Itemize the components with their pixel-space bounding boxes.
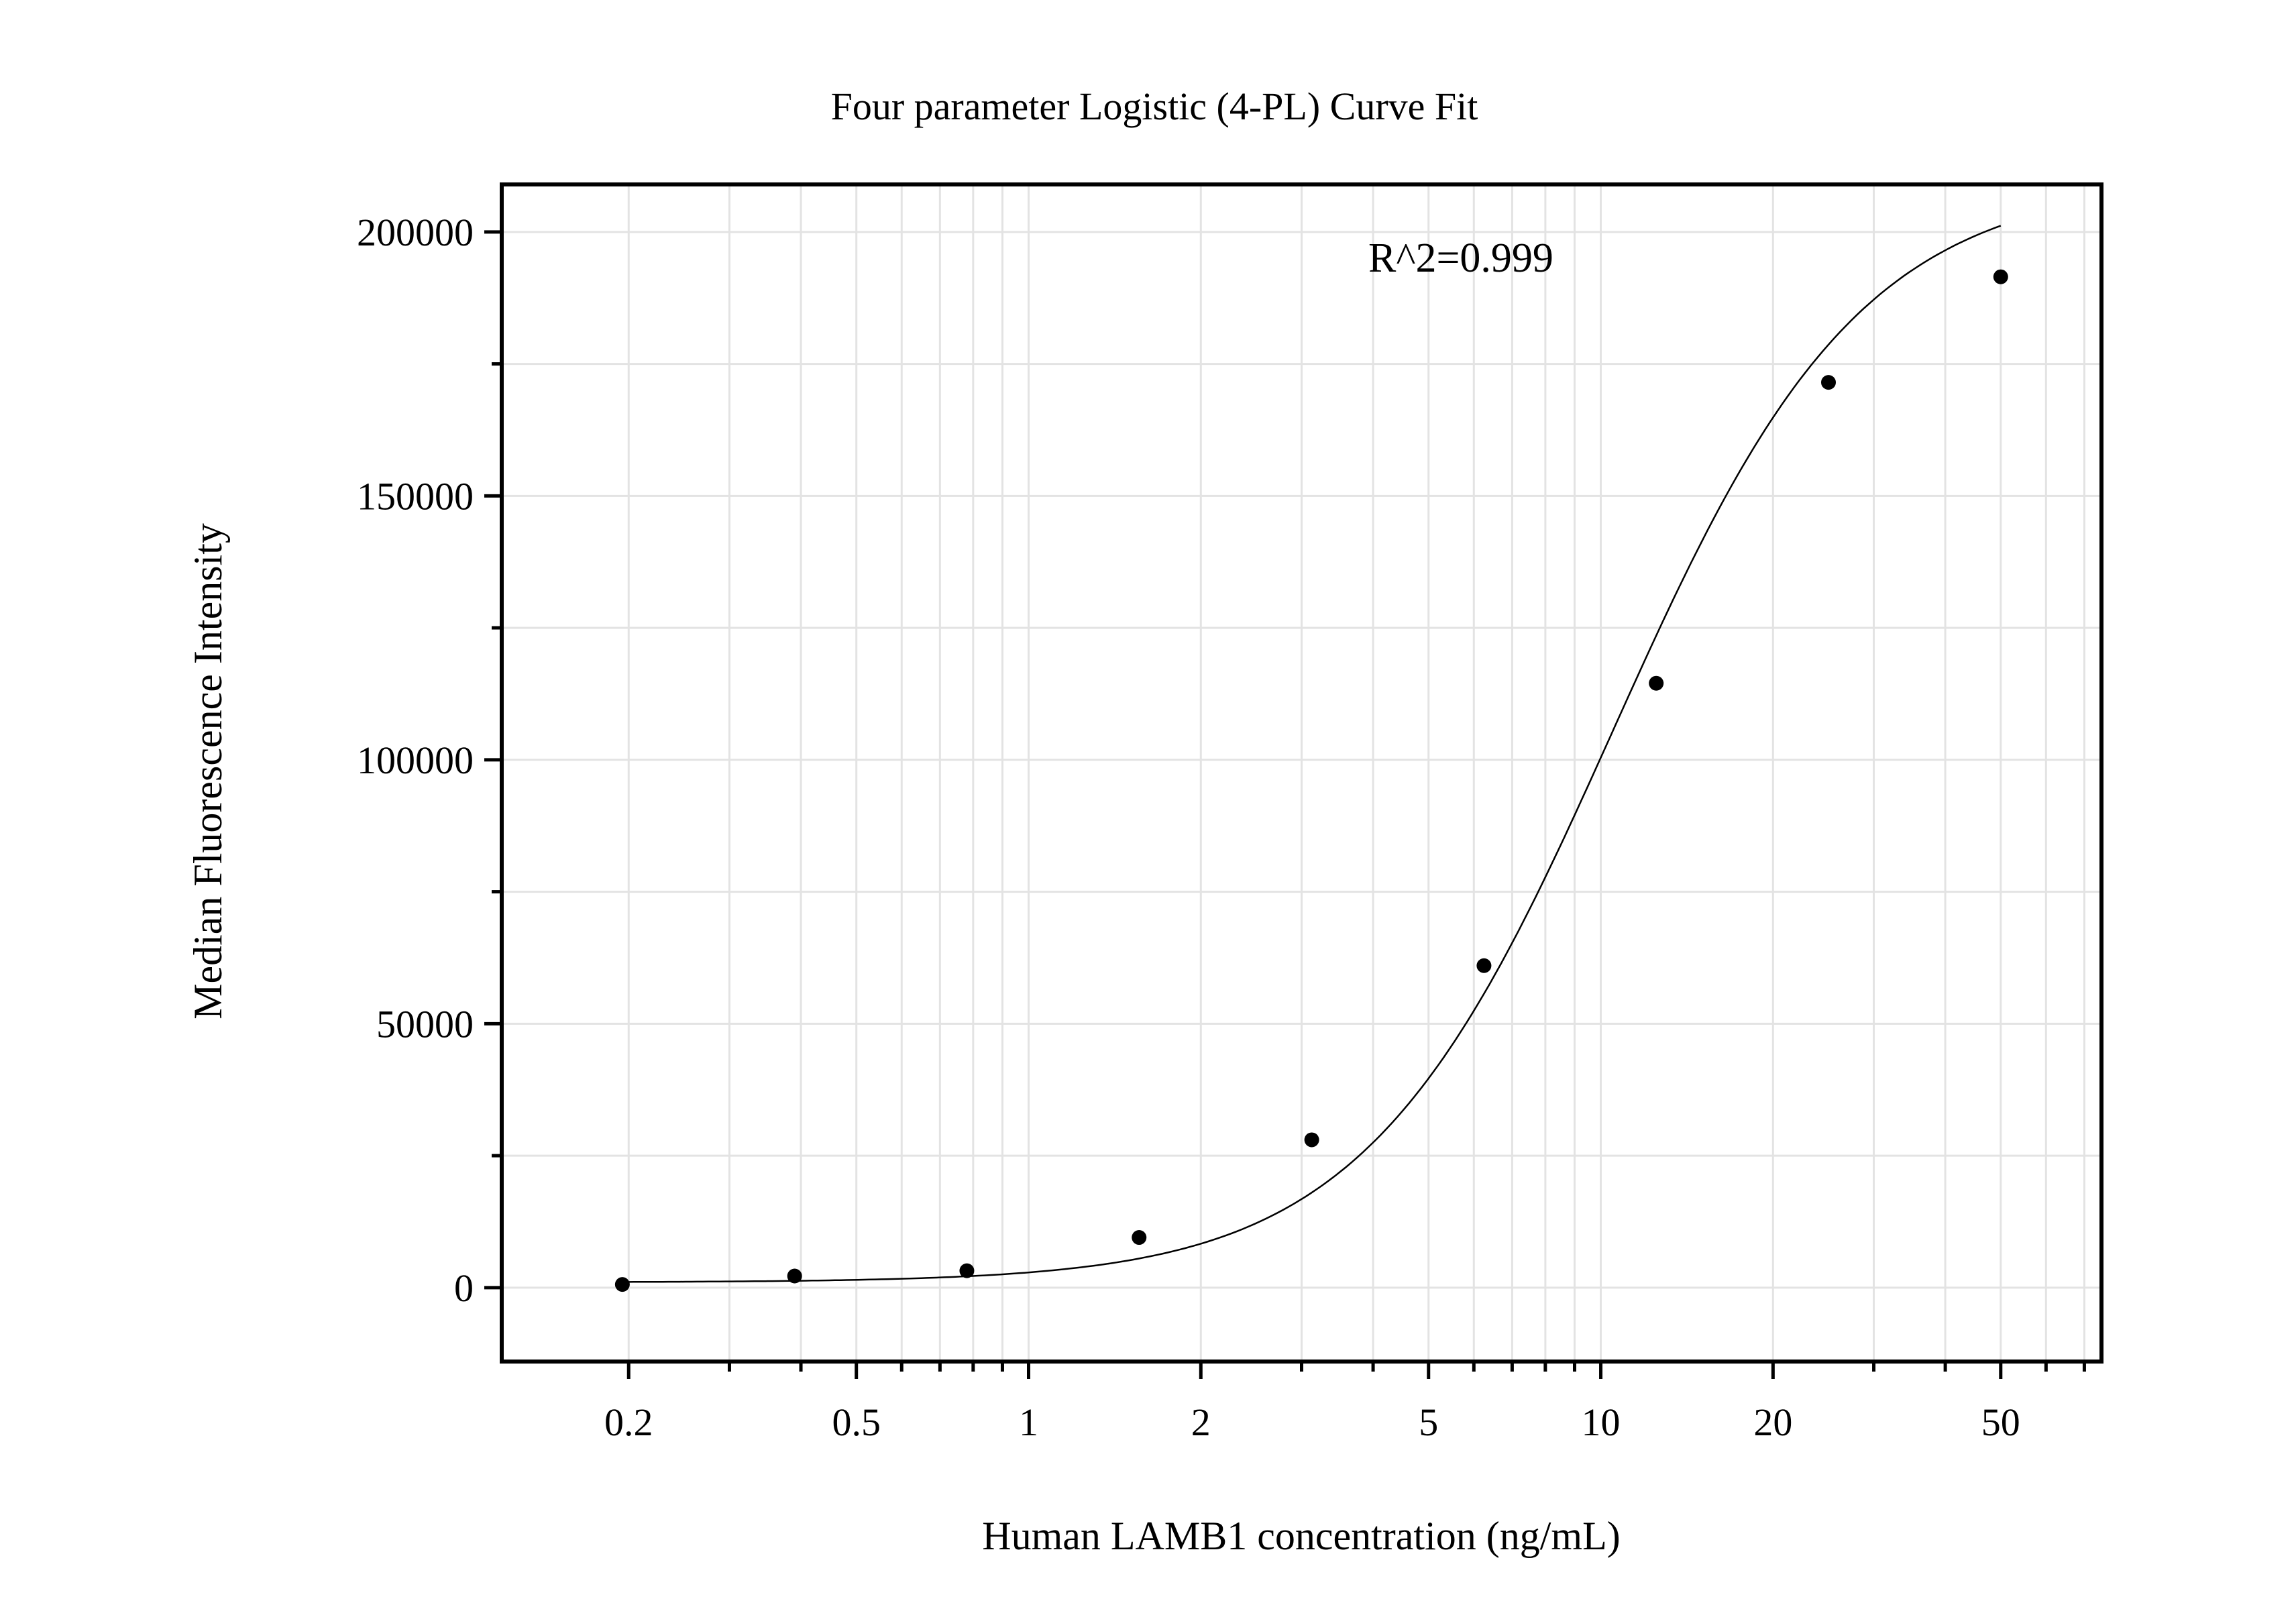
chart-title: Four parameter Logistic (4-PL) Curve Fit — [831, 85, 1478, 128]
data-point — [1649, 675, 1664, 691]
data-point — [1993, 269, 2008, 284]
data-point — [959, 1263, 975, 1278]
x-tick-label: 10 — [1582, 1400, 1621, 1444]
y-tick-label: 50000 — [376, 1002, 474, 1046]
y-tick-label: 0 — [454, 1266, 474, 1310]
fit-curve — [622, 225, 2002, 1283]
x-tick-label: 0.5 — [832, 1400, 881, 1444]
data-point — [1476, 958, 1492, 973]
x-tick-label: 0.2 — [604, 1400, 653, 1444]
y-axis-label: Median Fluorescence Intensity — [186, 523, 230, 1019]
tick-labels: 0.2 0.5 1 2 5 10 20 50 0 50000 100000 150000 200000 — [357, 211, 2020, 1444]
y-tick-label: 200000 — [357, 211, 474, 254]
x-tick-label: 50 — [1981, 1400, 2020, 1444]
axis-ticks — [484, 230, 2086, 1379]
data-points-layer — [614, 269, 2008, 1292]
grid — [502, 184, 2101, 1362]
x-tick-label: 5 — [1419, 1400, 1438, 1444]
x-tick-label: 1 — [1019, 1400, 1038, 1444]
data-point — [1132, 1230, 1147, 1245]
x-tick-label: 2 — [1191, 1400, 1211, 1444]
y-tick-label: 100000 — [357, 738, 474, 782]
x-axis-label: Human LAMB1 concentration (ng/mL) — [982, 1514, 1620, 1558]
data-point — [1304, 1132, 1319, 1148]
data-point — [614, 1277, 630, 1292]
r-squared-annotation: R^2=0.999 — [1368, 235, 1553, 281]
x-tick-label: 20 — [1753, 1400, 1792, 1444]
data-point — [1820, 375, 1836, 390]
fit-curve-layer — [622, 225, 2002, 1283]
y-tick-label: 150000 — [357, 474, 474, 518]
data-point — [787, 1268, 802, 1284]
